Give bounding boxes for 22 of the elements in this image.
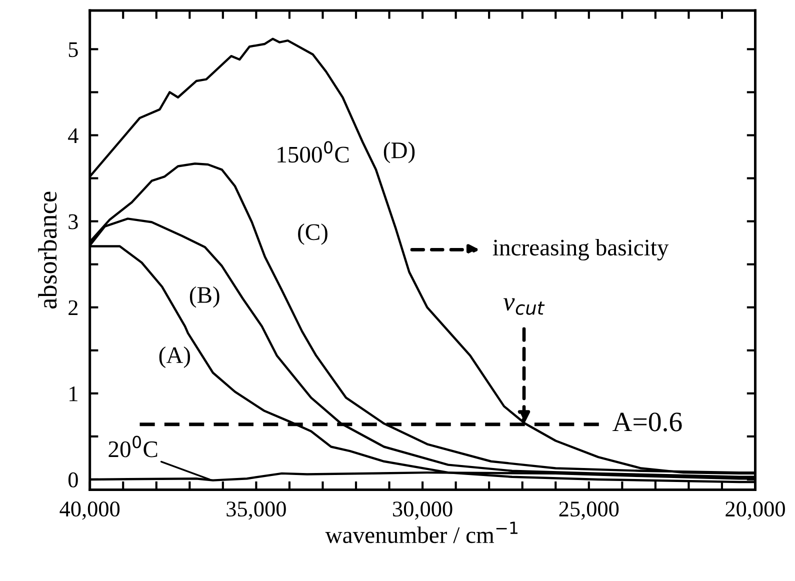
y-axis-title: absorbance <box>38 192 57 309</box>
series-label: (B) <box>190 286 220 308</box>
annotation: 20$^{0}$C <box>108 436 158 458</box>
x-tick-label: 35,000 <box>226 502 286 520</box>
annotation: 1500$^{0}$C <box>278 141 349 163</box>
annotation: ν$_{cut}$ <box>503 298 545 315</box>
x-tick-label: 25,000 <box>559 502 619 520</box>
x-tick-label: 40,000 <box>60 502 120 520</box>
y-tick-label: 5 <box>68 42 78 58</box>
y-tick-label: 0 <box>68 472 78 488</box>
y-tick-label: 4 <box>68 128 78 143</box>
y-tick-label: 1 <box>70 386 78 402</box>
y-tick-label: 3 <box>68 214 78 230</box>
series-label: (D) <box>384 142 415 164</box>
series-label: (A) <box>159 346 190 368</box>
series-label: (C) <box>298 223 328 245</box>
annotation: increasing basicity <box>492 238 669 260</box>
x-axis-title: wavenumber / cm$^{−1}$ <box>325 522 518 544</box>
x-tick-label: 20,000 <box>726 502 785 520</box>
x-tick-label: 30,000 <box>393 502 452 520</box>
y-tick-label: 2 <box>68 300 78 316</box>
annotation: A=0.6 <box>612 412 682 432</box>
